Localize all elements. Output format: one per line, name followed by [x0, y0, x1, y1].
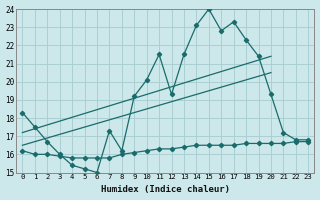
- X-axis label: Humidex (Indice chaleur): Humidex (Indice chaleur): [101, 185, 230, 194]
